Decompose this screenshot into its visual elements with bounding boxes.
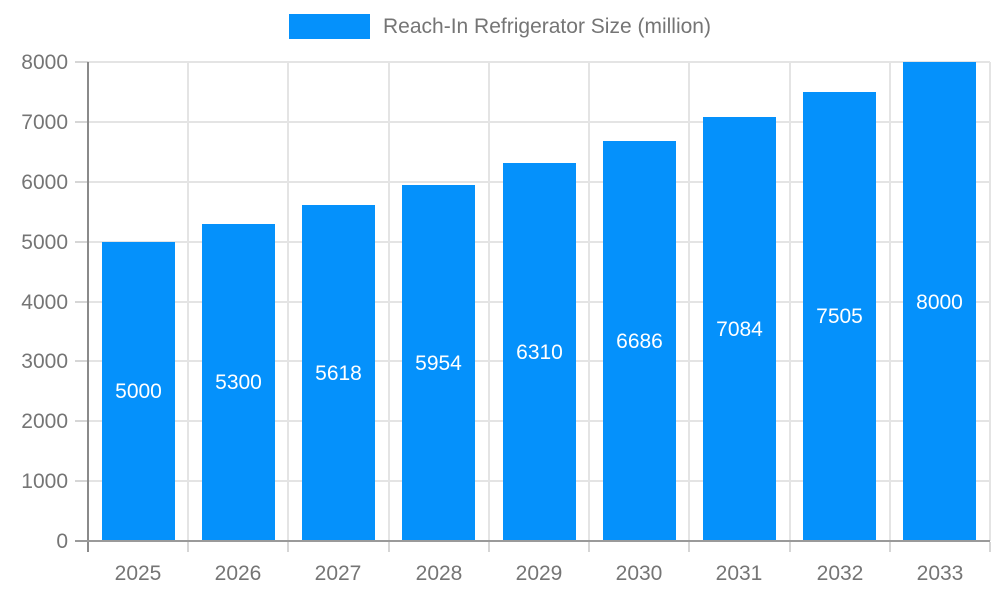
- legend-label: Reach-In Refrigerator Size (million): [383, 14, 711, 38]
- x-axis-tick: [989, 542, 991, 552]
- y-axis-tick: [75, 480, 88, 482]
- x-axis-label: 2028: [415, 562, 463, 585]
- x-axis-tick: [287, 542, 289, 552]
- x-axis-tick: [187, 542, 189, 552]
- x-axis-label: 2027: [314, 562, 362, 585]
- gridline-vertical: [989, 62, 991, 541]
- gridline-horizontal: [88, 61, 990, 63]
- x-axis-label: 2032: [816, 562, 864, 585]
- y-axis-tick: [75, 241, 88, 243]
- gridline-horizontal: [88, 121, 990, 123]
- x-axis-tick: [588, 542, 590, 552]
- bar: [603, 141, 676, 540]
- y-axis-label: 4000: [21, 291, 68, 314]
- x-axis-tick: [688, 542, 690, 552]
- y-axis-label: 0: [56, 530, 68, 553]
- bar: [202, 224, 275, 540]
- y-axis-tick: [75, 420, 88, 422]
- bar-value-label: 8000: [916, 291, 963, 314]
- bar-value-label: 7084: [716, 318, 763, 341]
- bar-value-label: 7505: [816, 305, 863, 328]
- y-axis-label: 6000: [21, 171, 68, 194]
- gridline-vertical: [287, 62, 289, 541]
- bar-value-label: 5618: [315, 362, 362, 385]
- bar: [703, 117, 776, 540]
- x-axis-label: 2026: [214, 562, 262, 585]
- y-axis-tick: [75, 121, 88, 123]
- legend-swatch: [289, 14, 371, 39]
- bar: [503, 163, 576, 540]
- legend: Reach-In Refrigerator Size (million): [0, 14, 1000, 39]
- x-axis-label: 2025: [114, 562, 162, 585]
- bar-value-label: 6310: [516, 341, 563, 364]
- bar-value-label: 6686: [616, 330, 663, 353]
- gridline-vertical: [187, 62, 189, 541]
- gridline-vertical: [588, 62, 590, 541]
- x-axis-label: 2031: [715, 562, 763, 585]
- y-axis-tick: [75, 360, 88, 362]
- gridline-vertical: [688, 62, 690, 541]
- y-axis-tick: [75, 181, 88, 183]
- y-axis-label: 2000: [21, 410, 68, 433]
- x-axis-label: 2033: [916, 562, 964, 585]
- x-axis-tick: [388, 542, 390, 552]
- bar: [302, 205, 375, 540]
- gridline-vertical: [889, 62, 891, 541]
- gridline-vertical: [789, 62, 791, 541]
- x-axis-label: 2030: [615, 562, 663, 585]
- y-axis-tick: [75, 301, 88, 303]
- gridline-vertical: [488, 62, 490, 541]
- x-axis-label: 2029: [515, 562, 563, 585]
- bar-value-label: 5000: [115, 380, 162, 403]
- bar-value-label: 5954: [415, 352, 462, 375]
- y-axis-tick: [75, 61, 88, 63]
- gridline-vertical: [388, 62, 390, 541]
- bar: [903, 62, 976, 540]
- x-axis-tick: [789, 542, 791, 552]
- x-axis-line: [75, 540, 990, 542]
- bar: [102, 242, 175, 540]
- y-axis-label: 7000: [21, 111, 68, 134]
- y-axis-line: [87, 62, 89, 552]
- x-axis-tick: [889, 542, 891, 552]
- y-axis-label: 8000: [21, 51, 68, 74]
- bar: [402, 185, 475, 540]
- bar: [803, 92, 876, 540]
- bar-value-label: 5300: [215, 371, 262, 394]
- x-axis-tick: [488, 542, 490, 552]
- y-axis-label: 1000: [21, 470, 68, 493]
- y-axis-label: 3000: [21, 350, 68, 373]
- y-axis-label: 5000: [21, 231, 68, 254]
